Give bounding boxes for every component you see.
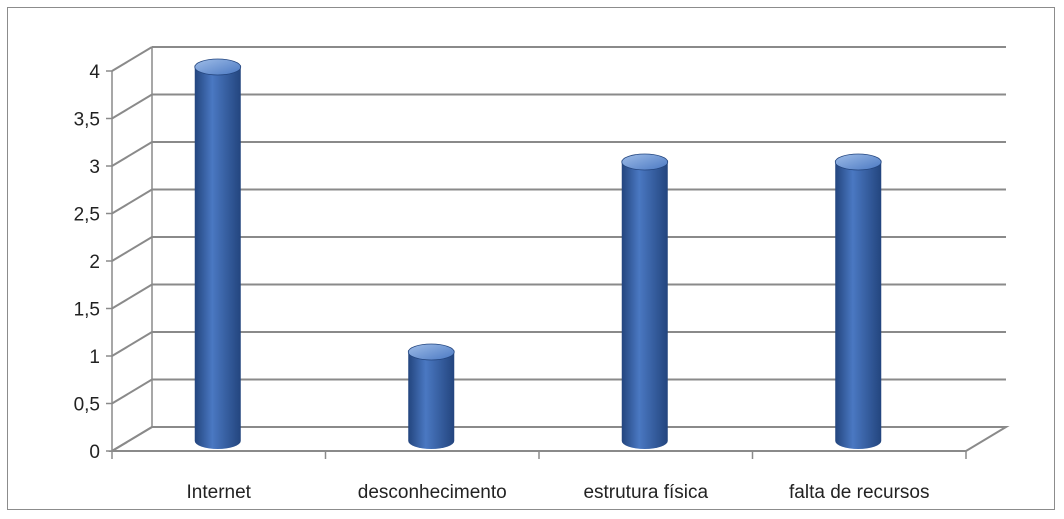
y-tick-label: 0: [89, 442, 100, 463]
y-tick-label: 3,5: [74, 110, 100, 131]
bar: [621, 153, 669, 449]
x-tick-label: desconhecimento: [358, 482, 507, 503]
floor: [108, 426, 1010, 452]
gridline: [111, 93, 1006, 120]
y-tick-label: 0,5: [74, 395, 100, 416]
x-tick-label: falta de recursos: [789, 482, 929, 503]
bar: [407, 343, 455, 449]
axis-layer: [106, 47, 1010, 459]
y-tick-label: 2: [89, 252, 100, 273]
y-tick-label: 2,5: [74, 205, 100, 226]
y-tick-label: 3: [89, 157, 100, 178]
gridline: [111, 46, 1006, 72]
bar-layer: [194, 58, 882, 449]
y-tick-label: 4: [89, 62, 100, 83]
gridline: [111, 141, 1006, 167]
y-tick-label: 1: [89, 347, 100, 368]
y-tick-label: 1,5: [74, 300, 100, 321]
bar: [834, 153, 882, 449]
label-layer: 0 0,5 1 1,5 2 2,5 3 3,5 4 Internet desconhecimento…: [74, 62, 930, 503]
x-tick-label: Internet: [187, 482, 252, 503]
bar: [194, 58, 242, 449]
x-tick-label: estrutura física: [583, 482, 708, 503]
